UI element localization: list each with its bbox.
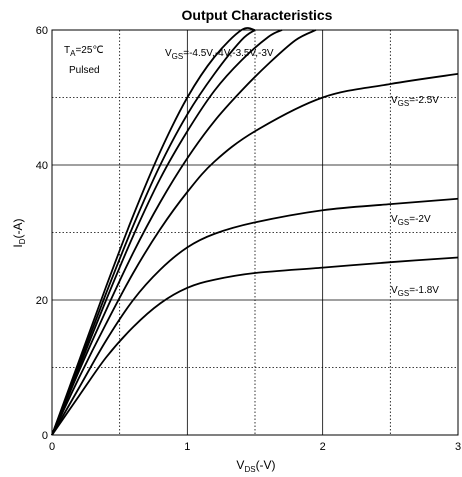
- grid: [52, 30, 458, 435]
- y-axis-label: ID(-A): [11, 218, 27, 247]
- x-axis-label: VDS(-V): [236, 458, 275, 474]
- curve-label-2v: VGS=-2V: [391, 214, 431, 227]
- y-tick-label: 40: [36, 160, 48, 172]
- curve-vgs-2-5v: [51, 72, 459, 436]
- curves: [51, 27, 459, 436]
- curve-vgs-2v: [51, 197, 459, 436]
- y-tick-labels: 0 20 40 60: [36, 25, 48, 442]
- x-tick-labels: 0 1 2 3: [49, 441, 461, 453]
- y-tick-label: 0: [42, 430, 48, 442]
- curve-label-2-5v: VGS=-2.5V: [391, 95, 439, 108]
- x-tick-label: 3: [455, 441, 461, 453]
- temperature-condition: TA=25℃: [64, 45, 104, 58]
- y-tick-label: 60: [36, 25, 48, 37]
- curve-vgs-3v: [51, 29, 317, 436]
- curve-label-high-vgs: VGS=-4.5V,-4V,-3.5V,-3V: [165, 48, 274, 61]
- curve-vgs-4v: [51, 29, 256, 436]
- pulsed-condition: Pulsed: [69, 65, 100, 76]
- x-tick-label: 2: [320, 441, 326, 453]
- x-tick-label: 0: [49, 441, 55, 453]
- y-tick-label: 20: [36, 295, 48, 307]
- plot-frame: [51, 29, 459, 436]
- x-tick-label: 1: [184, 441, 190, 453]
- chart-title: Output Characteristics: [182, 7, 333, 23]
- curve-vgs-4-5v: [51, 27, 256, 436]
- curve-vgs-3-5v: [51, 29, 283, 436]
- curve-vgs-1-8v: [51, 256, 459, 436]
- curve-label-1-8v: VGS=-1.8V: [391, 285, 439, 298]
